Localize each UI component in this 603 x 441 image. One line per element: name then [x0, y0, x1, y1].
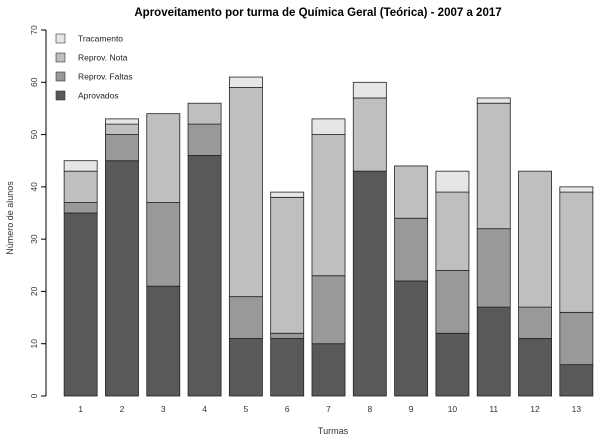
bar-segment [476, 228, 511, 308]
x-tick-label: 9 [409, 404, 414, 414]
x-tick-label: 3 [161, 404, 166, 414]
x-tick-label: 8 [367, 404, 372, 414]
bar-segment [228, 76, 263, 88]
bar-segment [311, 343, 346, 397]
bar-segment [63, 160, 98, 172]
bar-segment [394, 165, 429, 219]
x-tick-label: 13 [572, 404, 582, 414]
x-tick-label: 2 [120, 404, 125, 414]
bar-segment [352, 97, 387, 172]
bar-segment [63, 212, 98, 397]
bar-stack [476, 97, 511, 397]
bar-stack [146, 113, 181, 397]
bar-segment [435, 170, 470, 193]
bar-segment [270, 196, 305, 334]
bar-segment [146, 285, 181, 397]
bar-segment [270, 338, 305, 397]
bar-segment [228, 296, 263, 339]
bar-segment [394, 280, 429, 397]
x-tick-label: 5 [244, 404, 249, 414]
bar-segment [187, 155, 222, 397]
legend-label: Aprovados [78, 91, 119, 101]
bar-segment [394, 217, 429, 282]
bar-stack [105, 118, 139, 397]
bar-segment [435, 332, 470, 397]
bar-stack [311, 118, 346, 397]
y-tick-label: 20 [29, 286, 39, 296]
bar-segment [435, 191, 470, 271]
legend: Tracamento Reprov. Nota Reprov. Faltas Apro… [55, 33, 133, 101]
bar-stack [187, 102, 222, 397]
y-tick-label: 30 [29, 234, 39, 244]
y-axis-label: Número de alunos [5, 181, 15, 255]
bar-segment [559, 186, 594, 193]
y-tick-label: 70 [29, 25, 39, 35]
x-tick-label: 12 [530, 404, 540, 414]
bar-segment [518, 170, 552, 308]
x-tick-label: 4 [202, 404, 207, 414]
x-tick-label: 10 [448, 404, 458, 414]
legend-swatch [55, 33, 66, 44]
bar-stack [394, 165, 429, 397]
y-tick-label: 60 [29, 77, 39, 87]
bar-segment [105, 160, 139, 397]
bar-segment [435, 270, 470, 334]
bar-segment [187, 102, 222, 125]
bar-segment [559, 311, 594, 366]
bar-segment [311, 275, 346, 345]
bar-segment [146, 202, 181, 287]
bar-segment [518, 306, 552, 339]
bar-segment [559, 364, 594, 397]
bar-segment [187, 123, 222, 156]
bar-segment [311, 118, 346, 135]
bar-stack [228, 76, 263, 397]
bar-stack [63, 160, 98, 397]
x-tick-label: 1 [78, 404, 83, 414]
bar-segment [63, 170, 98, 203]
bar-segment [476, 97, 511, 104]
legend-swatch [55, 90, 66, 101]
legend-swatch [55, 52, 66, 63]
bar-segment [146, 113, 181, 203]
y-tick-label: 40 [29, 182, 39, 192]
bar-segment [105, 123, 139, 135]
bars [63, 76, 594, 397]
bar-segment [270, 332, 305, 339]
legend-label: Reprov. Faltas [78, 72, 133, 82]
bar-segment [63, 202, 98, 214]
x-axis-label: Turmas [318, 426, 349, 436]
bar-segment [476, 102, 511, 230]
x-tick-label: 11 [489, 404, 498, 414]
bar-segment [228, 87, 263, 298]
y-axis: 0 10 20 30 40 50 60 70 [29, 25, 47, 398]
bar-stack [435, 170, 470, 397]
y-tick-label: 50 [29, 130, 39, 140]
bar-stack [270, 191, 305, 397]
y-tick-label: 10 [29, 339, 39, 349]
bar-segment [311, 134, 346, 277]
bar-segment [352, 170, 387, 397]
bar-stack [518, 170, 552, 397]
bar-segment [476, 306, 511, 397]
y-tick-label: 0 [29, 393, 39, 398]
bar-segment [559, 191, 594, 313]
bar-stack [559, 186, 594, 397]
legend-swatch [55, 71, 66, 82]
bar-segment [228, 338, 263, 397]
legend-label: Tracamento [78, 34, 123, 44]
bar-segment [105, 134, 139, 162]
chart-title: Aproveitamento por turma de Química Gera… [134, 7, 501, 19]
x-axis: 1 2 3 4 5 6 7 8 9 10 11 12 13 [78, 404, 581, 414]
bar-segment [270, 191, 305, 198]
bar-segment [518, 338, 552, 397]
legend-label: Reprov. Nota [78, 53, 128, 63]
x-tick-label: 7 [326, 404, 331, 414]
bar-stack [352, 81, 387, 397]
x-tick-label: 6 [285, 404, 290, 414]
bar-segment [105, 118, 139, 125]
bar-segment [352, 81, 387, 99]
